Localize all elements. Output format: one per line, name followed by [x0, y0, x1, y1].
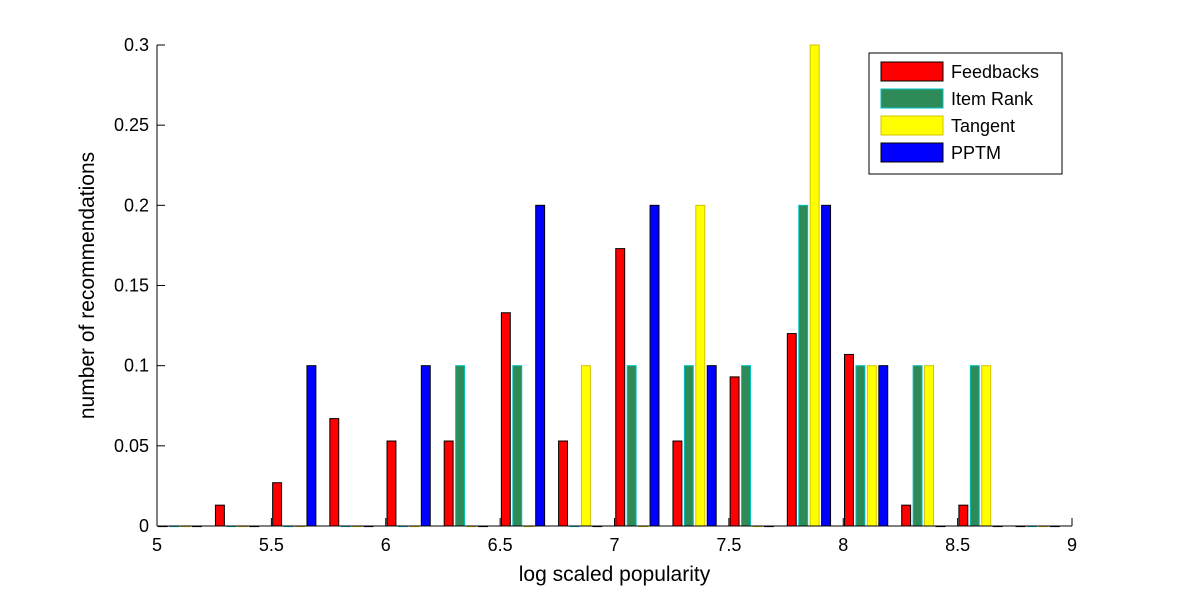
bar-pptm-12: [878, 365, 889, 527]
y-axis-title: number of recommendations: [76, 152, 99, 419]
x-tick-label: 9: [1067, 535, 1077, 555]
bar-feedbacks-7: [558, 440, 568, 527]
legend: Feedbacks Item Rank Tangent PPTM: [868, 52, 1063, 175]
x-tick-label: 7: [609, 535, 619, 555]
bar-tangent-11: [809, 44, 820, 527]
legend-label: Item Rank: [951, 89, 1034, 109]
bar-tangent-9: [695, 204, 706, 527]
y-tick-label: 0.1: [124, 356, 149, 376]
bar-item-rank-8: [626, 365, 637, 527]
bar-feedbacks-3: [329, 418, 340, 527]
bar-feedbacks-2: [272, 482, 283, 527]
bar-pptm-11: [821, 204, 832, 527]
legend-swatch: [880, 61, 944, 82]
bar-feedbacks-11: [786, 333, 797, 527]
bar-pptm-6: [535, 204, 546, 527]
bar-tangent-12: [866, 365, 877, 527]
bar-item-rank-12: [855, 365, 866, 527]
bar-feedbacks-8: [615, 248, 626, 527]
bar-item-rank-6: [512, 365, 523, 527]
legend-swatch: [880, 142, 944, 163]
bar-item-rank-9: [683, 365, 694, 527]
bar-pptm-8: [649, 204, 660, 527]
bar-pptm-4: [420, 365, 431, 527]
bars-layer: [157, 44, 1060, 528]
bar-feedbacks-12: [844, 353, 854, 527]
legend-swatch: [880, 88, 944, 109]
bar-tangent-14: [981, 365, 992, 527]
bar-feedbacks-1: [214, 504, 225, 527]
bar-tangent-7: [580, 365, 591, 527]
bar-feedbacks-6: [500, 312, 511, 527]
bar-item-rank-14: [969, 365, 980, 527]
bar-item-rank-5: [455, 365, 466, 527]
y-tick-label: 0.15: [114, 276, 149, 296]
x-tick-label: 6: [381, 535, 391, 555]
y-tick-label: 0: [139, 516, 149, 536]
bar-feedbacks-5: [443, 440, 454, 527]
bar-feedbacks-4: [386, 440, 397, 527]
x-tick-label: 5.5: [259, 535, 284, 555]
x-axis-title: log scaled popularity: [519, 563, 711, 586]
y-tick-label: 0.2: [124, 195, 149, 215]
bar-item-rank-10: [741, 365, 751, 527]
legend-label: Tangent: [951, 116, 1015, 136]
x-tick-label: 8.5: [945, 535, 970, 555]
bar-feedbacks-9: [672, 440, 683, 527]
bar-pptm-2: [306, 365, 317, 527]
legend-label: Feedbacks: [951, 62, 1039, 82]
x-tick-label: 6.5: [488, 535, 513, 555]
legend-label: PPTM: [951, 143, 1001, 163]
x-tick-label: 5: [152, 535, 162, 555]
y-tick-label: 0.05: [114, 436, 149, 456]
bar-feedbacks-13: [901, 504, 912, 527]
bar-pptm-9: [706, 365, 717, 527]
bar-item-rank-11: [798, 204, 809, 527]
x-tick-label: 7.5: [716, 535, 741, 555]
bar-tangent-13: [924, 365, 934, 527]
y-tick-label: 0.25: [114, 115, 149, 135]
bar-feedbacks-10: [729, 376, 740, 527]
axes-layer: 5 5.5 6 6.5 7 7.5 8 8.5 9 0 0.05 0.1 0.15 0.2 0.25 0.3: [114, 35, 1077, 555]
bar-item-rank-13: [912, 365, 923, 527]
legend-swatch: [880, 115, 944, 136]
y-tick-label: 0.3: [124, 35, 149, 55]
bar-feedbacks-14: [958, 504, 969, 527]
x-tick-label: 8: [838, 535, 848, 555]
